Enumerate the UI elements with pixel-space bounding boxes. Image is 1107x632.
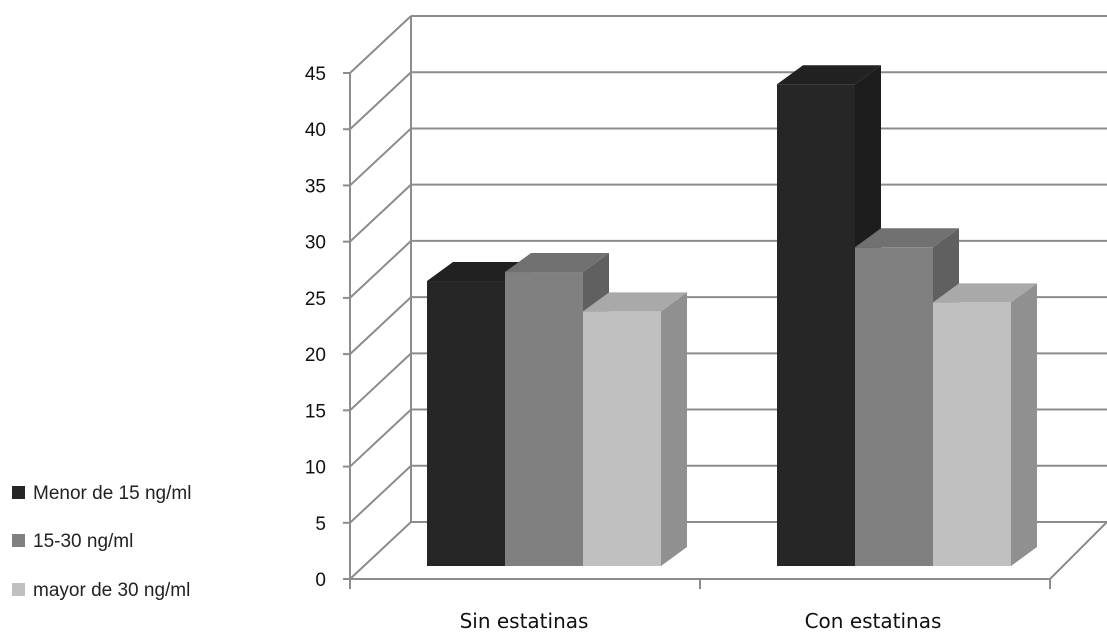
y-tick-label: 20 <box>305 345 326 366</box>
gridline-side <box>349 183 412 243</box>
y-tick-label: 25 <box>305 289 326 310</box>
bar-top <box>583 292 687 312</box>
bar-front <box>855 247 933 567</box>
bar-top <box>933 283 1037 303</box>
gridline-side <box>349 465 412 524</box>
legend: Menor de 15 ng/ml 15-30 ng/ml mayor de 30 … <box>12 483 191 601</box>
legend-label: mayor de 30 ng/ml <box>33 580 190 601</box>
y-tick-labels: 0 5 10 15 20 25 30 35 40 45 <box>305 64 326 591</box>
legend-swatch <box>12 583 25 596</box>
y-tick-label: 10 <box>305 458 326 479</box>
bar-front <box>427 281 505 566</box>
gridline-side <box>349 408 412 468</box>
bar-front <box>777 84 855 566</box>
y-tick-label: 15 <box>305 401 326 422</box>
bars <box>427 65 1037 567</box>
axes <box>343 16 1107 589</box>
gridline-side <box>349 15 412 74</box>
gridline-side <box>349 127 412 187</box>
x-category-label: Con estatinas <box>805 609 942 632</box>
bar-side <box>1011 283 1037 566</box>
bar-top <box>505 253 609 273</box>
floor-right-edge <box>1049 521 1107 580</box>
y-tick-label: 0 <box>315 570 326 591</box>
y-tick-label: 30 <box>305 233 326 254</box>
x-category-labels: Sin estatinas Con estatinas <box>460 609 942 632</box>
bar <box>583 292 687 566</box>
bar-top <box>777 65 881 85</box>
y-tick-label: 45 <box>305 64 326 85</box>
y-tick-label: 35 <box>305 176 326 197</box>
gridline-side <box>349 71 412 130</box>
y-tick-label: 5 <box>315 514 326 535</box>
legend-swatch <box>12 486 25 499</box>
y-tick-label: 40 <box>305 120 326 141</box>
legend-swatch <box>12 534 25 547</box>
legend-label: 15-30 ng/ml <box>33 531 133 552</box>
x-category-label: Sin estatinas <box>460 609 589 632</box>
bar-top <box>855 228 959 248</box>
gridlines <box>349 15 1107 580</box>
gridline-side <box>349 521 412 580</box>
legend-label: Menor de 15 ng/ml <box>33 483 191 504</box>
bar-side <box>661 292 687 566</box>
bar <box>933 283 1037 566</box>
gridline-side <box>349 240 412 299</box>
gridline-side <box>349 352 412 412</box>
bar-front <box>505 272 583 566</box>
gridline-side <box>349 296 412 355</box>
bar-front <box>933 302 1011 566</box>
bar-front <box>583 311 661 566</box>
